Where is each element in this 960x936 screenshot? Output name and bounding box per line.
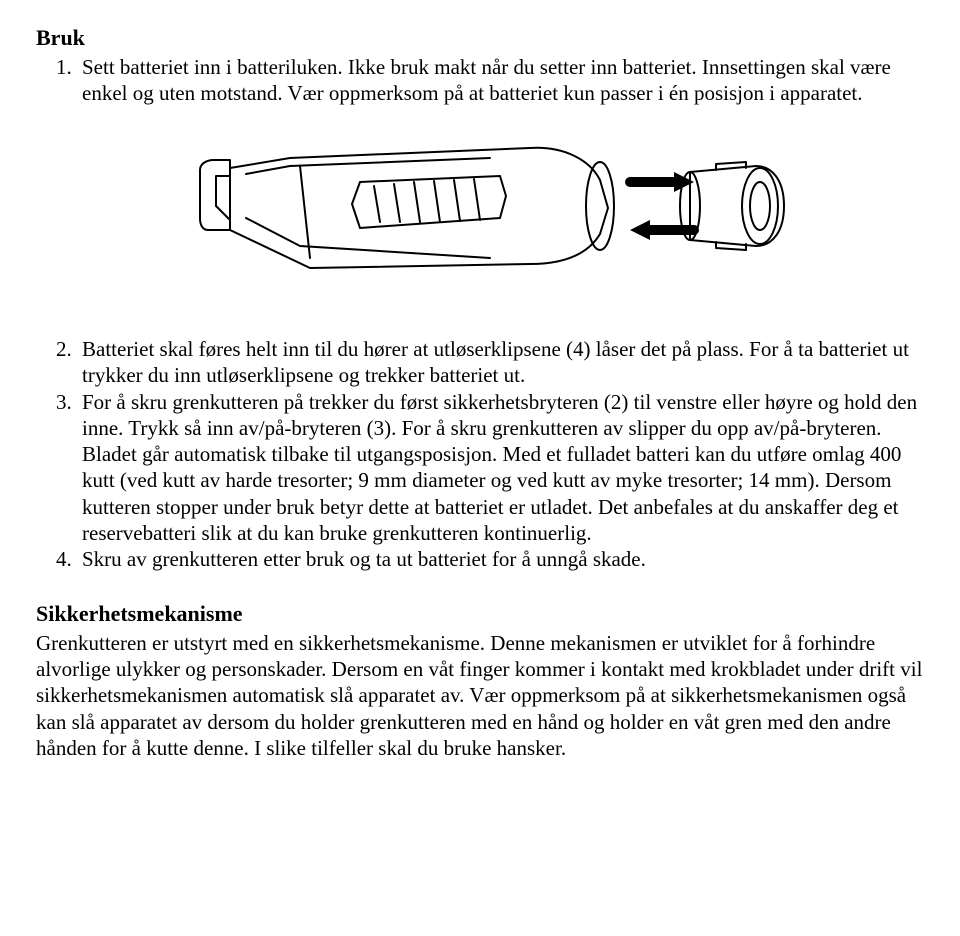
list-number: 2.	[36, 336, 82, 389]
tool-svg	[160, 118, 800, 318]
list-number: 4.	[36, 546, 82, 572]
bruk-list: 1. Sett batteriet inn i batteriluken. Ik…	[36, 54, 924, 107]
list-number: 1.	[36, 54, 82, 107]
list-item: 2. Batteriet skal føres helt inn til du …	[36, 336, 924, 389]
list-item: 4. Skru av grenkutteren etter bruk og ta…	[36, 546, 924, 572]
list-text: Batteriet skal føres helt inn til du hør…	[82, 336, 924, 389]
heading-bruk: Bruk	[36, 24, 924, 52]
list-item: 3. For å skru grenkutteren på trekker du…	[36, 389, 924, 547]
section-bruk: Bruk 1. Sett batteriet inn i batteriluke…	[36, 24, 924, 572]
bruk-list-continued: 2. Batteriet skal føres helt inn til du …	[36, 336, 924, 572]
tool-illustration	[36, 118, 924, 318]
list-number: 3.	[36, 389, 82, 547]
heading-sikkerhet: Sikkerhetsmekanisme	[36, 600, 924, 628]
list-text: Sett batteriet inn i batteriluken. Ikke …	[82, 54, 924, 107]
section-sikkerhet: Sikkerhetsmekanisme Grenkutteren er utst…	[36, 600, 924, 761]
list-text: For å skru grenkutteren på trekker du fø…	[82, 389, 924, 547]
list-item: 1. Sett batteriet inn i batteriluken. Ik…	[36, 54, 924, 107]
list-text: Skru av grenkutteren etter bruk og ta ut…	[82, 546, 924, 572]
sikkerhet-paragraph: Grenkutteren er utstyrt med en sikkerhet…	[36, 630, 924, 761]
